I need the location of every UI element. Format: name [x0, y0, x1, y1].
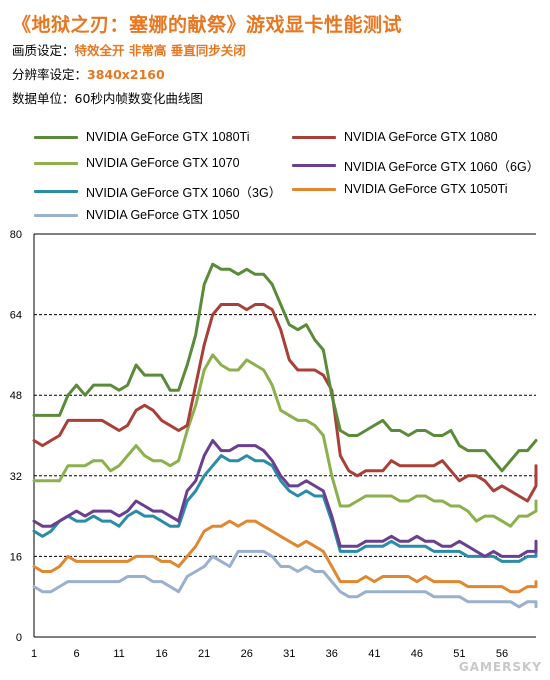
quality-label: 画质设定：	[12, 43, 75, 58]
chart-title: 《地狱之刃：塞娜的献祭》游戏显卡性能测试	[12, 14, 403, 36]
x-tick-label: 31	[283, 648, 295, 660]
legend-item: NVIDIA GeForce GTX 1070	[34, 156, 240, 170]
unit-label: 数据单位：60秒内帧数变化曲线图	[12, 91, 203, 106]
legend-swatch	[292, 135, 336, 139]
legend-label: NVIDIA GeForce GTX 1080	[344, 130, 498, 144]
x-tick-label: 26	[241, 648, 253, 660]
x-tick-label: 46	[411, 648, 423, 660]
series-line	[32, 303, 538, 503]
legend-item: NVIDIA GeForce GTX 1060（3G）	[34, 182, 281, 201]
y-tick-label: 0	[16, 632, 22, 644]
legend-label: NVIDIA GeForce GTX 1050Ti	[344, 182, 508, 196]
resolution-setting: 分辨率设定：3840x2160	[12, 64, 165, 83]
legend-label: NVIDIA GeForce GTX 1080Ti	[86, 130, 250, 144]
legend-item: NVIDIA GeForce GTX 1060（6G）	[292, 156, 539, 175]
legend-item: NVIDIA GeForce GTX 1050Ti	[292, 182, 507, 196]
series-line	[32, 353, 538, 528]
quality-value: 特效全开 非常高 垂直同步关闭	[74, 43, 246, 58]
y-tick-label: 64	[10, 310, 22, 322]
resolution-label: 分辨率设定：	[12, 67, 88, 82]
legend-item: NVIDIA GeForce GTX 1080Ti	[34, 130, 249, 144]
y-tick-label: 32	[10, 471, 22, 483]
legend-label: NVIDIA GeForce GTX 1060（6G）	[344, 160, 540, 174]
legend-item: NVIDIA GeForce GTX 1050	[34, 208, 240, 222]
quality-setting: 画质设定：特效全开 非常高 垂直同步关闭	[12, 40, 246, 59]
legend-label: NVIDIA GeForce GTX 1070	[86, 156, 240, 170]
legend-swatch	[292, 164, 336, 167]
series-line	[32, 454, 538, 563]
x-tick-label: 56	[496, 648, 508, 660]
x-tick-label: 36	[326, 648, 338, 660]
legend-swatch	[34, 213, 78, 217]
x-tick-label: 1	[31, 648, 37, 660]
legend-swatch	[34, 161, 78, 165]
watermark: GAMERSKY	[458, 660, 542, 674]
x-tick-label: 21	[198, 648, 210, 660]
legend-item: NVIDIA GeForce GTX 1080	[292, 130, 498, 144]
series-line	[32, 439, 538, 558]
legend-label: NVIDIA GeForce GTX 1050	[86, 208, 240, 222]
series-line	[32, 262, 538, 473]
y-tick-label: 48	[10, 390, 22, 402]
x-tick-label: 51	[453, 648, 465, 660]
legend-swatch	[34, 135, 78, 139]
legend-swatch	[292, 187, 336, 191]
series-line	[32, 549, 538, 609]
resolution-value: 3840x2160	[87, 67, 165, 82]
y-tick-label: 16	[10, 551, 22, 563]
x-tick-label: 41	[368, 648, 380, 660]
series-line	[32, 519, 538, 594]
x-tick-label: 11	[113, 648, 124, 660]
x-tick-label: 6	[73, 648, 79, 660]
x-tick-label: 16	[156, 648, 168, 660]
y-tick-label: 80	[10, 229, 22, 241]
legend-label: NVIDIA GeForce GTX 1060（3G）	[86, 186, 282, 200]
legend-swatch	[34, 190, 78, 193]
